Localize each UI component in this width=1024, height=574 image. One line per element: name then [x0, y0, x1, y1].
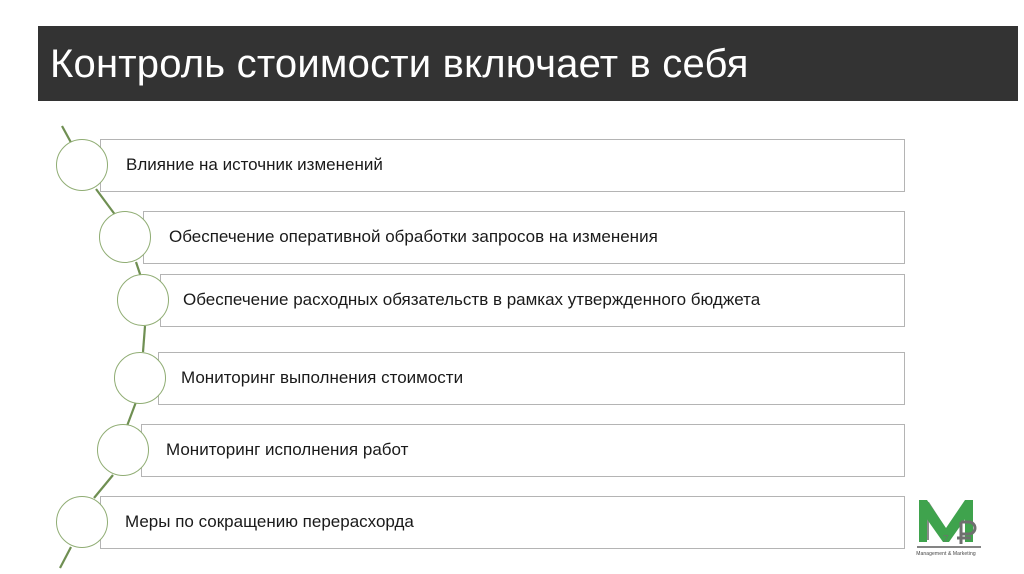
node-circle-icon	[56, 496, 108, 548]
page-title: Контроль стоимости включает в себя	[50, 41, 749, 86]
list-item-label: Мониторинг исполнения работ	[166, 440, 409, 460]
list-item-box[interactable]: Мониторинг выполнения стоимости	[158, 352, 905, 405]
list-item-label: Обеспечение расходных обязательств в рам…	[183, 290, 761, 310]
title-bar: Контроль стоимости включает в себя	[38, 26, 1018, 101]
list-item-label: Меры по сокращению перерасхорда	[125, 512, 414, 532]
list-item-label: Обеспечение оперативной обработки запрос…	[169, 227, 658, 247]
brand-logo: 7 Management & Marketing	[903, 494, 989, 566]
svg-text:7: 7	[943, 533, 949, 545]
node-circle-icon	[99, 211, 151, 263]
node-circle-icon	[56, 139, 108, 191]
list-item-box[interactable]: Мониторинг исполнения работ	[141, 424, 905, 477]
logo-m-icon: 7	[917, 500, 981, 548]
node-circle-icon	[97, 424, 149, 476]
node-circle-icon	[114, 352, 166, 404]
list-item-box[interactable]: Обеспечение оперативной обработки запрос…	[143, 211, 905, 264]
node-circle-icon	[117, 274, 169, 326]
list-item-label: Мониторинг выполнения стоимости	[181, 368, 464, 388]
list-item-box[interactable]: Меры по сокращению перерасхорда	[100, 496, 905, 549]
logo-caption: Management & Marketing	[916, 551, 976, 557]
list-item-box[interactable]: Обеспечение расходных обязательств в рам…	[160, 274, 905, 327]
list-item-label: Влияние на источник изменений	[126, 155, 383, 175]
list-item-box[interactable]: Влияние на источник изменений	[100, 139, 905, 192]
